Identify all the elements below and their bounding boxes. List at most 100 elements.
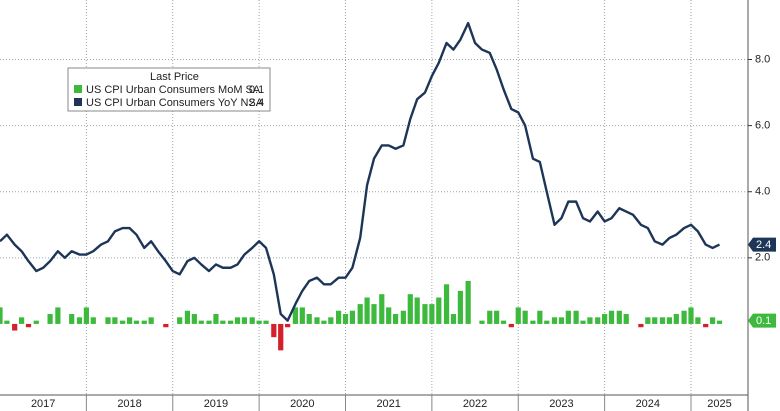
bar — [25, 323, 32, 328]
bar — [314, 317, 320, 324]
bar — [0, 307, 3, 324]
price-tag — [748, 237, 776, 252]
bar — [602, 314, 608, 324]
bar — [595, 317, 601, 324]
bar — [148, 317, 154, 324]
bar — [328, 317, 334, 324]
bar — [515, 307, 521, 324]
bar — [177, 317, 183, 324]
bar — [400, 310, 406, 324]
bar — [379, 294, 385, 324]
bar — [292, 307, 298, 324]
x-tick-label: 2017 — [31, 398, 55, 410]
x-tick-label: 2024 — [636, 398, 660, 410]
bar — [652, 317, 658, 324]
y-tick-label: 6.0 — [755, 120, 770, 132]
bar — [487, 310, 493, 324]
bar — [321, 320, 327, 324]
bar — [4, 320, 10, 324]
bar — [666, 317, 672, 324]
bar — [716, 320, 723, 324]
bar — [681, 310, 687, 324]
bar — [278, 323, 284, 351]
bar — [271, 323, 277, 338]
bar — [241, 317, 248, 324]
y-tick-label: 4.0 — [755, 186, 770, 198]
bar — [530, 320, 536, 324]
bar — [299, 307, 305, 324]
bar — [573, 310, 579, 324]
bar — [659, 317, 666, 324]
bar — [457, 290, 463, 324]
bar — [392, 314, 399, 324]
bar — [256, 320, 262, 324]
price-tag — [748, 313, 776, 328]
bar — [508, 323, 514, 328]
bar — [335, 310, 342, 324]
bar — [551, 317, 558, 324]
bar — [76, 317, 83, 324]
bar — [587, 317, 593, 324]
x-tick-label: 2023 — [549, 398, 573, 410]
bar — [55, 307, 61, 324]
bar — [479, 320, 485, 324]
bar — [436, 297, 442, 324]
bar — [220, 320, 226, 324]
bar — [673, 314, 679, 324]
bar — [47, 314, 53, 324]
bar — [213, 314, 219, 324]
bar — [364, 297, 370, 324]
legend-value: 2.4 — [249, 97, 264, 109]
bar — [184, 310, 191, 324]
bar — [688, 307, 694, 324]
bar — [703, 323, 709, 328]
legend: Last Price US CPI Urban Consumers MoM SA… — [67, 67, 271, 112]
bar — [83, 307, 89, 324]
legend-swatch — [74, 85, 82, 93]
x-tick-label: 2019 — [204, 398, 228, 410]
bar — [163, 323, 169, 328]
bar — [234, 317, 241, 324]
bar — [120, 320, 126, 324]
bar — [18, 317, 25, 324]
bar — [429, 304, 435, 324]
legend-swatch — [74, 98, 82, 106]
bar — [450, 314, 457, 324]
bar — [494, 310, 500, 324]
bar — [90, 317, 96, 324]
bar — [386, 307, 392, 324]
bar — [500, 320, 507, 324]
price-tag-label: 2.4 — [756, 239, 771, 251]
bar — [616, 310, 622, 324]
bar — [105, 317, 111, 324]
x-tick-label: 2018 — [117, 398, 141, 410]
bar — [133, 320, 140, 324]
price-tag-label: 0.1 — [756, 315, 771, 327]
bar — [558, 317, 565, 324]
bar — [141, 320, 147, 324]
legend-label: US CPI Urban Consumers MoM SA — [86, 84, 261, 96]
x-tick-label: 2020 — [290, 398, 314, 410]
line — [0, 21, 721, 322]
bar — [263, 320, 269, 324]
legend-box — [67, 67, 271, 112]
bar — [645, 317, 651, 324]
bar — [422, 304, 428, 324]
bar — [465, 280, 471, 324]
bar — [112, 317, 118, 324]
bar — [522, 310, 528, 324]
bar — [580, 320, 586, 324]
bar — [249, 317, 255, 324]
bar — [414, 297, 420, 324]
legend-value: 0.1 — [249, 84, 264, 96]
x-tick-label: 2025 — [707, 398, 731, 410]
bar — [357, 304, 363, 324]
bar — [565, 310, 571, 324]
bar — [371, 304, 377, 324]
bar — [198, 320, 204, 324]
bar — [206, 320, 212, 324]
bar — [443, 284, 450, 324]
bar — [69, 314, 75, 324]
